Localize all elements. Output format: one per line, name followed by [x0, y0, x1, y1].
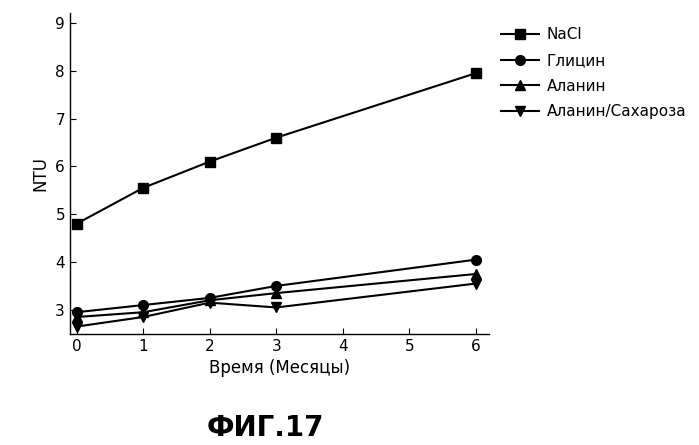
Text: ФИГ.17: ФИГ.17 [207, 414, 324, 442]
Аланин [206, 298, 214, 303]
Line: Аланин/Сахароза: Аланин/Сахароза [72, 279, 481, 332]
Legend: NaCl, Глицин, Аланин, Аланин/Сахароза: NaCl, Глицин, Аланин, Аланин/Сахароза [501, 28, 686, 119]
Аланин/Сахароза [206, 300, 214, 305]
NaCl [139, 185, 147, 190]
NaCl [73, 221, 81, 227]
Глицин [73, 310, 81, 315]
Аланин [139, 310, 147, 315]
Y-axis label: NTU: NTU [31, 156, 50, 191]
Line: NaCl: NaCl [72, 68, 481, 229]
X-axis label: Время (Месяцы): Время (Месяцы) [209, 359, 350, 377]
NaCl [206, 159, 214, 164]
Аланин/Сахароза [272, 305, 280, 310]
Аланин [472, 271, 480, 277]
Line: Аланин: Аланин [72, 269, 481, 322]
Аланин/Сахароза [139, 314, 147, 320]
Аланин [272, 291, 280, 296]
Глицин [272, 283, 280, 289]
Аланин/Сахароза [472, 281, 480, 286]
Line: Глицин: Глицин [72, 255, 481, 317]
NaCl [272, 135, 280, 140]
Аланин [73, 314, 81, 320]
Аланин/Сахароза [73, 324, 81, 329]
Глицин [206, 295, 214, 300]
Глицин [472, 257, 480, 262]
NaCl [472, 70, 480, 76]
Глицин [139, 303, 147, 308]
